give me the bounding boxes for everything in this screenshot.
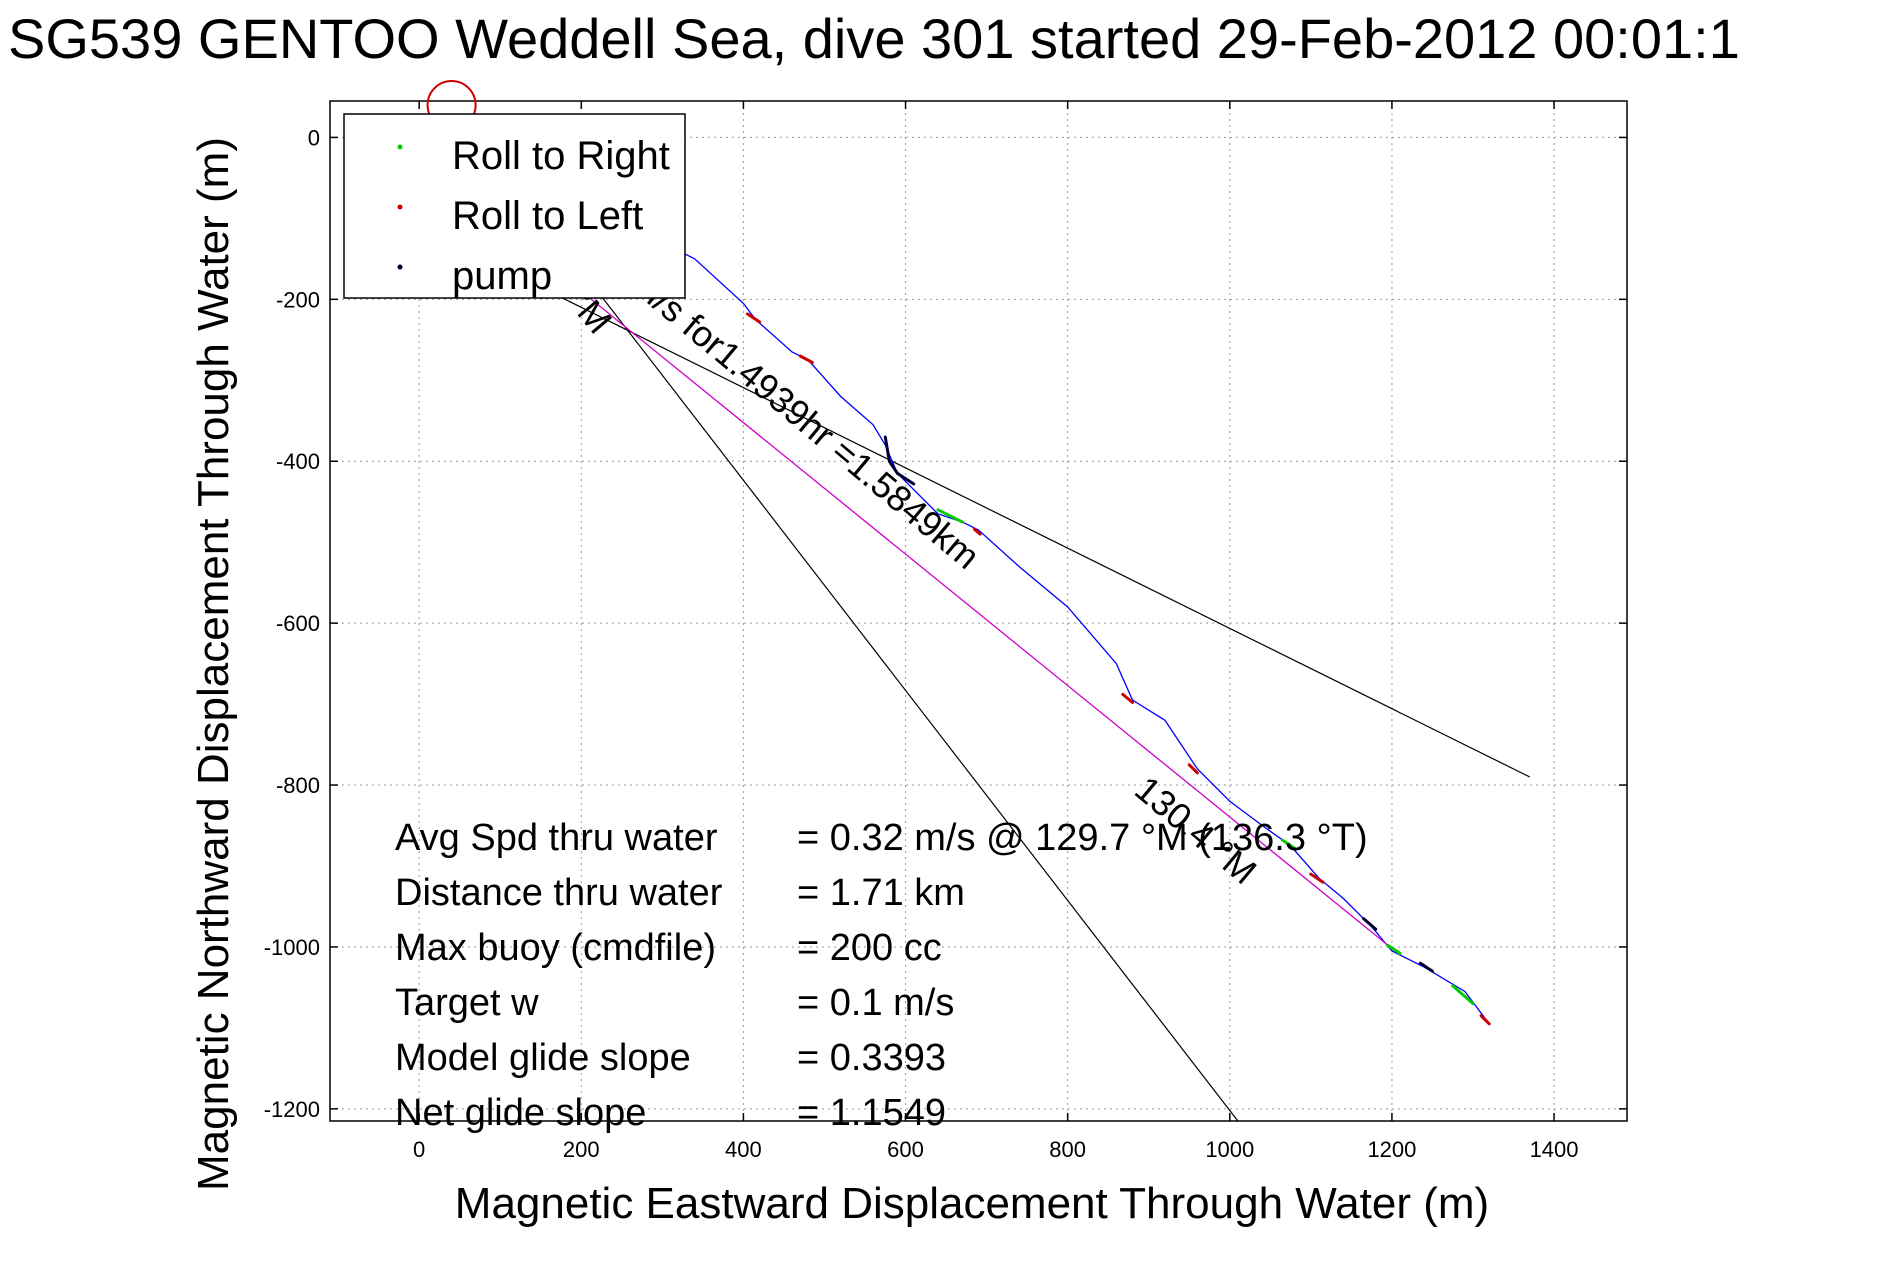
stat-label: Model glide slope — [395, 1037, 691, 1079]
stat-value: = 0.1 m/s — [797, 982, 954, 1024]
x-tick-label: 600 — [887, 1137, 924, 1162]
marker-roll-to-left — [1309, 872, 1325, 884]
legend-label: Roll to Right — [452, 134, 670, 178]
chart-title: SG539 GENTOO Weddell Sea, dive 301 start… — [8, 7, 1740, 70]
markers — [426, 80, 1491, 1026]
marker-roll-to-right — [1280, 838, 1297, 850]
legend-label: pump — [452, 254, 552, 298]
stat-label: Max buoy (cmdfile) — [395, 927, 716, 969]
x-tick-label: 200 — [563, 1137, 600, 1162]
x-axis-title: Magnetic Eastward Displacement Through W… — [455, 1179, 1489, 1228]
marker-roll-to-left — [745, 312, 762, 324]
y-tick-label: -400 — [276, 449, 320, 474]
y-tick-label: -200 — [276, 287, 320, 312]
reference-lines — [556, 290, 1530, 1122]
x-tick-label: 1000 — [1205, 1137, 1254, 1162]
stat-label: Target w — [395, 982, 539, 1024]
x-tick-label: 400 — [725, 1137, 762, 1162]
y-tick-label: 0 — [308, 125, 320, 150]
y-tick-label: -1000 — [264, 935, 320, 960]
legend-marker — [397, 204, 403, 210]
stat-value: = 0.3393 — [797, 1037, 946, 1079]
marker-roll-to-left — [972, 527, 982, 536]
marker-roll-to-right — [1451, 984, 1475, 1006]
marker-roll-to-right — [936, 508, 964, 524]
x-tick-label: 1200 — [1367, 1137, 1416, 1162]
y-ticks: 0 -200 -400 -600 -800 -1000 -1200 — [264, 125, 1627, 1122]
marker-roll-to-left — [798, 354, 814, 364]
stat-label: Avg Spd thru water — [395, 817, 718, 859]
legend-marker — [397, 144, 403, 150]
y-axis-title: Magnetic Northward Displacement Through … — [189, 137, 238, 1191]
marker-roll-to-left — [1121, 692, 1135, 704]
legend: Roll to Right Roll to Left pump — [343, 113, 686, 299]
legend-marker — [397, 264, 403, 270]
marker-roll-to-left — [1187, 763, 1199, 775]
x-tick-label: 0 — [413, 1137, 425, 1162]
legend-label: Roll to Left — [452, 194, 643, 238]
marker-pump — [883, 435, 916, 486]
marker-pump — [1418, 961, 1434, 973]
y-tick-label: -600 — [276, 611, 320, 636]
x-tick-label: 1400 — [1530, 1137, 1579, 1162]
series-ctw-line — [451, 185, 1401, 956]
stats-block: Avg Spd thru water = 0.32 m/s @ 129.7 °M … — [395, 817, 1368, 1134]
y-tick-label: -800 — [276, 773, 320, 798]
stat-label: Distance thru water — [395, 872, 723, 914]
marker-roll-to-right — [1386, 943, 1402, 955]
stat-value: = 1.1549 — [797, 1092, 946, 1134]
x-ticks: 0 200 400 600 800 1000 1200 1400 — [413, 101, 1579, 1162]
series — [451, 136, 1490, 1025]
stat-value: = 1.71 km — [797, 872, 965, 914]
stat-label: Net glide slope — [395, 1092, 646, 1134]
marker-roll-to-left — [1479, 1014, 1491, 1026]
series-track — [451, 136, 1490, 1025]
plot-area — [329, 100, 1628, 1122]
stat-value: = 200 cc — [797, 927, 942, 969]
reference-line — [597, 290, 1239, 1122]
y-tick-label: -1200 — [264, 1097, 320, 1122]
reference-line — [556, 294, 1530, 778]
marker-pump — [1362, 917, 1378, 931]
x-tick-label: 800 — [1049, 1137, 1086, 1162]
stat-value: = 0.32 m/s @ 129.7 °M (136.3 °T) — [797, 817, 1368, 859]
